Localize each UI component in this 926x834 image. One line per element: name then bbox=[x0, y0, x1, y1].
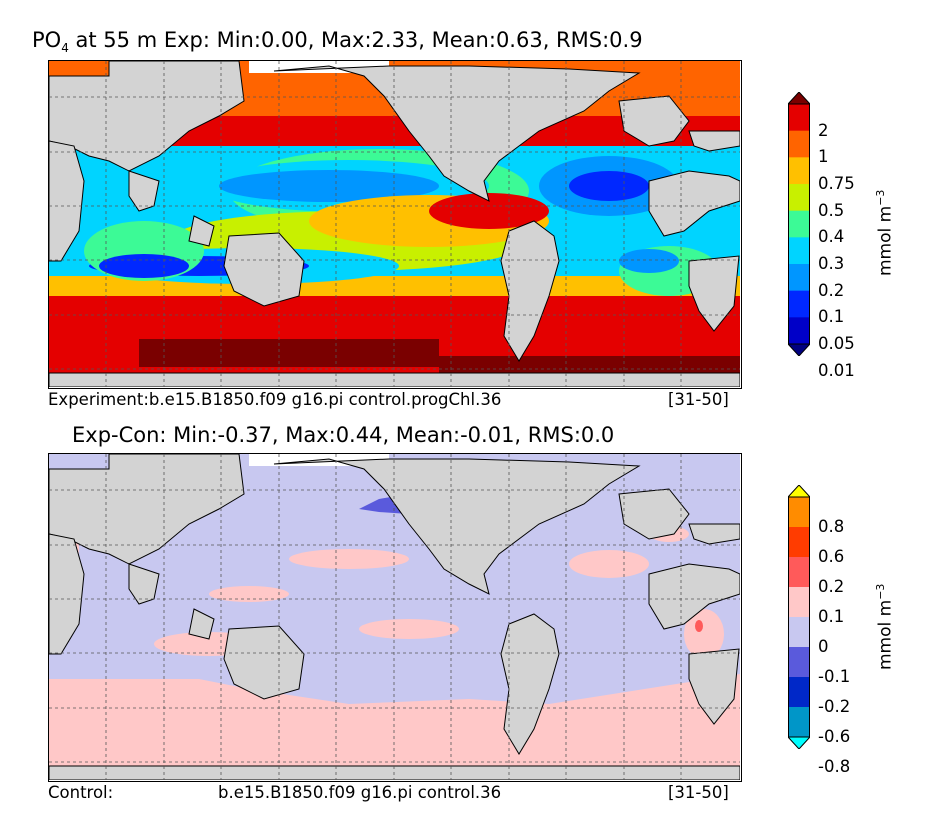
bottom-case-caption: b.e15.B1850.f09 g16.pi control.36 bbox=[218, 783, 502, 802]
top-colorbar-frame bbox=[788, 103, 810, 345]
top-colorbar bbox=[788, 92, 810, 356]
top-unit-text: mmol m bbox=[875, 205, 896, 276]
top-colorbar-segment bbox=[788, 237, 810, 265]
bottom-colorbar-tick-label: -0.6 bbox=[818, 727, 851, 746]
bottom-colorbar-segment bbox=[788, 677, 810, 708]
top-colorbar-tick-label: 0.2 bbox=[818, 280, 845, 300]
top-colorbar-segment bbox=[788, 184, 810, 212]
top-colorbar-tick-label: 0.1 bbox=[818, 307, 845, 327]
top-map-canvas bbox=[49, 61, 740, 387]
top-colorbar-tick-label: 0.5 bbox=[818, 200, 845, 220]
bottom-unit-exponent: −3 bbox=[874, 583, 887, 600]
bottom-colorbar-segment bbox=[788, 587, 810, 618]
top-colorbar-segment bbox=[788, 104, 810, 132]
top-title-subscript: 4 bbox=[61, 41, 69, 56]
top-colorbar-cap-bottom bbox=[788, 343, 810, 356]
bottom-control-caption: Control: bbox=[48, 783, 114, 802]
bottom-colorbar-cap-top bbox=[788, 485, 810, 498]
bottom-colorbar-tick-label: -0.8 bbox=[818, 757, 851, 776]
bottom-map bbox=[48, 453, 742, 782]
bottom-colorbar-tick-label: 0.2 bbox=[818, 577, 845, 596]
top-colorbar-segment bbox=[788, 317, 810, 345]
bottom-map-canvas bbox=[49, 454, 740, 780]
top-colorbar-tick-label: 2 bbox=[818, 120, 829, 140]
bottom-colorbar-tick-label: 0.8 bbox=[818, 517, 845, 536]
bottom-colorbar-segment bbox=[788, 497, 810, 528]
top-title-variable: PO bbox=[32, 28, 62, 52]
top-colorbar-tick-label: 0.05 bbox=[818, 334, 855, 353]
top-colorbar-segment bbox=[788, 157, 810, 185]
top-years-caption: [31-50] bbox=[668, 390, 729, 409]
bottom-colorbar-segment bbox=[788, 617, 810, 648]
bottom-colorbar bbox=[788, 485, 810, 749]
bottom-colorbar-tick-label: 0.1 bbox=[818, 607, 845, 626]
bottom-years-caption: [31-50] bbox=[668, 783, 729, 802]
top-unit-exponent: −3 bbox=[874, 189, 887, 206]
top-colorbar-segment bbox=[788, 290, 810, 318]
top-colorbar-segment bbox=[788, 210, 810, 238]
top-colorbar-segment bbox=[788, 264, 810, 292]
top-colorbar-tick-label: 1 bbox=[818, 147, 829, 167]
bottom-colorbar-segment bbox=[788, 557, 810, 588]
top-map-title: PO4 at 55 m Exp: Min:0.00, Max:2.33, Mea… bbox=[32, 28, 643, 55]
bottom-colorbar-tick-label: -0.2 bbox=[818, 697, 851, 716]
bottom-colorbar-cap-bottom bbox=[788, 736, 810, 749]
top-colorbar-segment bbox=[788, 130, 810, 158]
bottom-colorbar-segment bbox=[788, 527, 810, 558]
bottom-colorbar-tick-label: -0.1 bbox=[818, 667, 851, 686]
top-colorbar-tick-label: 0.4 bbox=[818, 227, 845, 247]
top-title-stats: at 55 m Exp: Min:0.00, Max:2.33, Mean:0.… bbox=[68, 28, 643, 52]
top-colorbar-tick-label: 0.75 bbox=[818, 174, 855, 193]
top-experiment-caption: Experiment:b.e15.B1850.f09 g16.pi contro… bbox=[48, 390, 502, 409]
bottom-colorbar-tick-label: 0.6 bbox=[818, 547, 845, 566]
bottom-colorbar-segment bbox=[788, 707, 810, 738]
bottom-colorbar-tick-label: 0 bbox=[818, 637, 829, 656]
top-map bbox=[48, 60, 742, 389]
bottom-map-title: Exp-Con: Min:-0.37, Max:0.44, Mean:-0.01… bbox=[72, 423, 615, 447]
bottom-colorbar-unit-label: mmol m−3 bbox=[874, 584, 896, 670]
bottom-unit-text: mmol m bbox=[875, 599, 896, 670]
top-colorbar-cap-top bbox=[788, 92, 810, 105]
bottom-colorbar-segment bbox=[788, 647, 810, 678]
top-colorbar-tick-label: 0.3 bbox=[818, 254, 845, 273]
bottom-colorbar-frame bbox=[788, 496, 810, 738]
top-colorbar-tick-label: 0.01 bbox=[818, 360, 855, 380]
top-colorbar-unit-label: mmol m−3 bbox=[874, 190, 896, 276]
